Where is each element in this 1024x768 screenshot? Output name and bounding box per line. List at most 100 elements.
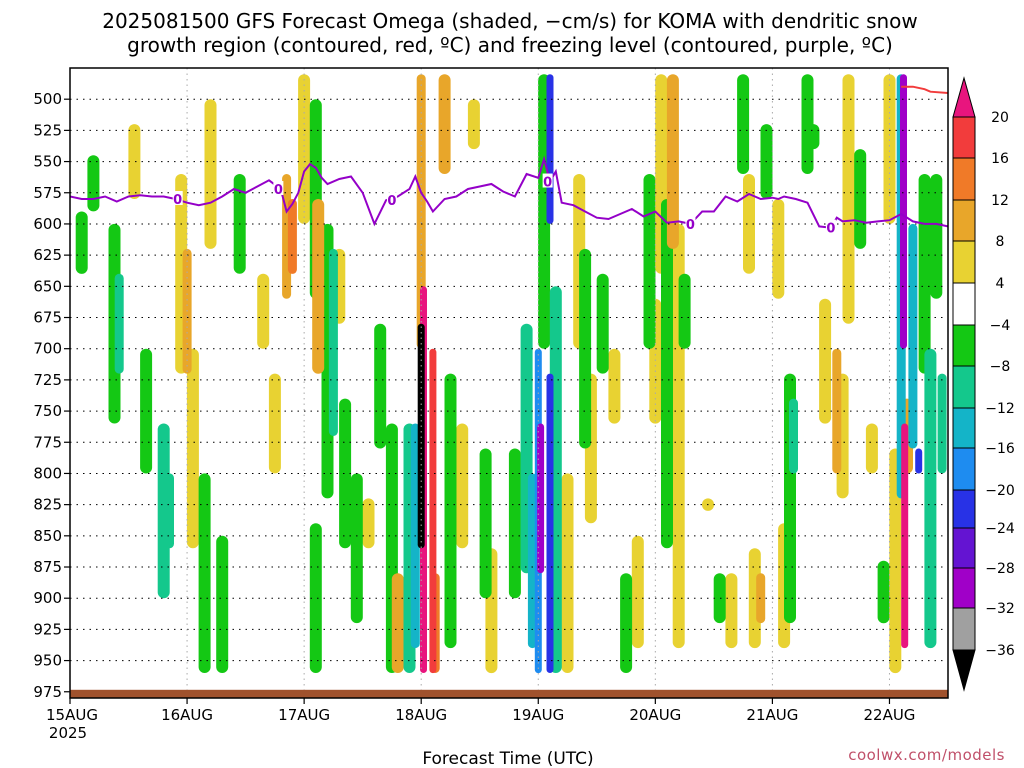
x-tick-label: 15AUG bbox=[46, 706, 98, 724]
colorbar-label: 20 bbox=[991, 110, 1009, 126]
omega-cell bbox=[479, 448, 492, 599]
omega-cell bbox=[216, 535, 229, 673]
omega-cell bbox=[819, 298, 832, 424]
omega-cell bbox=[546, 74, 554, 224]
colorbar-segment bbox=[952, 240, 976, 284]
plot-frame bbox=[69, 67, 949, 699]
omega-cell bbox=[114, 273, 124, 374]
freezing-level-label: 0 bbox=[686, 218, 695, 233]
freezing-level-label: 0 bbox=[543, 176, 552, 191]
colorbar-segment bbox=[952, 282, 976, 326]
y-tick-label: 875 bbox=[33, 558, 62, 576]
omega-cell bbox=[877, 560, 890, 624]
omega-cell bbox=[748, 548, 761, 649]
omega-cell bbox=[666, 74, 679, 249]
colorbar-segment bbox=[952, 607, 976, 651]
colorbar-segment bbox=[952, 157, 976, 201]
omega-cell bbox=[661, 199, 673, 549]
omega-cell bbox=[268, 373, 281, 474]
colorbar-label: −36 bbox=[985, 643, 1015, 659]
omega-cell bbox=[643, 174, 656, 349]
colorbar-segment bbox=[952, 489, 976, 529]
omega-cell bbox=[772, 199, 785, 299]
colorbar: 20 16 12 8 4 −4 −8 −12 −16 −20 −24 −28 −32 −36 bbox=[952, 76, 1015, 692]
surface-terrain bbox=[70, 689, 948, 698]
x-axis: 15AUG 16AUG 17AUG 18AUG 19AUG 20AUG 21AUG 22AUG… bbox=[46, 698, 915, 742]
colorbar-label: −28 bbox=[985, 561, 1015, 577]
omega-cell bbox=[287, 199, 297, 274]
colorbar-segment bbox=[952, 567, 976, 609]
omega-cell bbox=[546, 373, 554, 673]
freezing-level-label: 0 bbox=[387, 194, 396, 209]
freezing-level-line bbox=[70, 155, 948, 229]
omega-cell bbox=[608, 348, 621, 424]
x-tick-label: 22AUG bbox=[863, 706, 915, 724]
omega-cell bbox=[157, 423, 170, 599]
omega-cell bbox=[854, 149, 867, 249]
colorbar-label: −8 bbox=[990, 359, 1011, 375]
dgz-contour-line bbox=[901, 85, 948, 94]
omega-cell bbox=[186, 348, 199, 549]
omega-cell bbox=[362, 498, 375, 549]
colorbar-label: −32 bbox=[985, 601, 1015, 617]
y-tick-label: 800 bbox=[33, 464, 62, 482]
chart-title-line-2: growth region (contoured, red, ºC) and f… bbox=[127, 33, 893, 57]
y-tick-label: 675 bbox=[33, 309, 62, 327]
omega-cell bbox=[561, 473, 574, 673]
y-tick-label: 500 bbox=[33, 90, 62, 108]
y-tick-label: 900 bbox=[33, 589, 62, 607]
y-tick-label: 775 bbox=[33, 433, 62, 451]
omega-cell bbox=[87, 155, 100, 212]
colorbar-segment bbox=[952, 527, 976, 569]
omega-cell bbox=[789, 398, 798, 474]
omega-cell bbox=[596, 273, 609, 374]
credit-text: coolwx.com/models bbox=[848, 746, 1005, 764]
omega-cell bbox=[527, 473, 537, 649]
y-tick-label: 650 bbox=[33, 277, 62, 295]
freezing-level-label: 0 bbox=[274, 183, 283, 198]
colorbar-label: −24 bbox=[985, 521, 1015, 537]
omega-cell bbox=[937, 373, 947, 474]
omega-cell bbox=[915, 448, 923, 474]
omega-cell bbox=[456, 423, 469, 549]
omega-cell bbox=[678, 273, 691, 349]
omega-cell bbox=[900, 74, 907, 349]
y-tick-label: 925 bbox=[33, 620, 62, 638]
omega-cell bbox=[924, 348, 937, 649]
omega-cell bbox=[930, 174, 943, 299]
colorbar-segment bbox=[952, 199, 976, 242]
colorbar-segment bbox=[952, 649, 976, 692]
y-tick-label: 575 bbox=[33, 184, 62, 202]
colorbar-segment bbox=[952, 76, 976, 118]
omega-cell bbox=[743, 174, 755, 274]
chart-title-line-1: 2025081500 GFS Forecast Omega (shaded, −… bbox=[102, 9, 918, 33]
omega-cell bbox=[204, 99, 217, 249]
freezing-label-bg bbox=[685, 215, 696, 230]
contours: 0 0 0 0 0 0 bbox=[70, 85, 948, 237]
colorbar-label: −20 bbox=[985, 483, 1015, 499]
omega-cell bbox=[883, 74, 896, 224]
colorbar-label: −16 bbox=[985, 441, 1015, 457]
y-tick-label: 600 bbox=[33, 215, 62, 233]
omega-cell bbox=[339, 398, 352, 549]
omega-cell bbox=[801, 74, 814, 174]
omega-cell bbox=[918, 174, 931, 374]
freezing-label-bg bbox=[273, 181, 284, 196]
omega-cell bbox=[467, 99, 480, 150]
omega-cell bbox=[756, 573, 766, 624]
omega-cell bbox=[350, 473, 363, 624]
omega-cell bbox=[391, 573, 404, 673]
colorbar-label: 16 bbox=[991, 151, 1009, 167]
omega-cell bbox=[807, 124, 820, 150]
omega-cell bbox=[889, 448, 902, 674]
x-tick-label: 19AUG bbox=[512, 706, 564, 724]
omega-cell bbox=[328, 248, 338, 436]
omega-cell bbox=[725, 573, 738, 649]
y-tick-label: 975 bbox=[33, 683, 62, 701]
omega-cell bbox=[417, 323, 425, 549]
colorbar-label: −4 bbox=[990, 318, 1011, 334]
omega-cell bbox=[908, 223, 918, 449]
colorbar-segment bbox=[952, 447, 976, 491]
colorbar-label: 12 bbox=[991, 193, 1009, 209]
